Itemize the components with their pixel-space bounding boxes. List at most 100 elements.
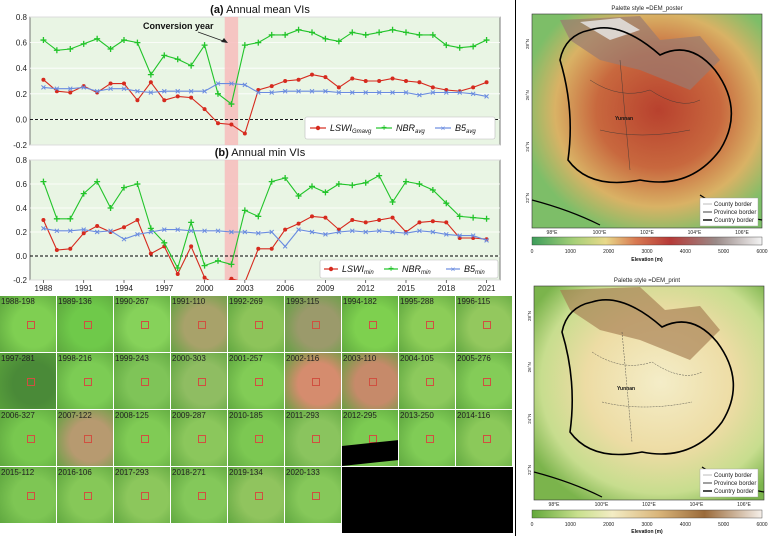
data-point-lswi [202,107,207,112]
colorbar-tick-label: 2000 [603,522,614,528]
image-tile-label: 2009-287 [172,411,206,420]
data-point-b5 [148,90,154,95]
data-point-nbr [322,189,329,196]
data-point-b5 [175,88,181,94]
ytick-label: 0.8 [16,13,28,22]
data-point-nbr [121,184,127,191]
image-tile: 1991-110 [171,296,227,352]
image-tile-label: 2008-125 [115,411,149,420]
map-xtick-label: 102°E [640,230,654,236]
map-poster-legend: County border Province border Country bo… [699,197,759,227]
data-point-b5 [148,229,154,235]
data-point-nbr [295,26,302,33]
image-tile: 2008-125 [114,410,170,466]
data-point-lswi [108,81,113,86]
series-line-nbr [43,29,487,105]
data-point-nbr [40,178,47,185]
image-tile-marker [141,492,149,500]
colorbar-tick-label: 4000 [680,522,691,528]
data-point-b5 [349,90,355,95]
map-xtick-label: 104°E [690,502,704,508]
map-poster-legend-county: County border [714,202,752,208]
data-point-lswi [122,81,126,86]
data-point-nbr [94,178,101,185]
data-point-b5 [430,90,436,95]
data-point-lswi [377,218,382,222]
image-tile-marker [27,321,35,329]
data-point-nbr [443,42,450,49]
colorbar-tick-label: 2000 [603,249,614,255]
image-tile: 1999-243 [114,353,170,409]
map-print-highland [560,287,720,360]
data-point-b5 [282,88,288,94]
data-point-b5 [135,232,140,237]
map-poster-yticks: 28°N 26°N 24°N 22°N [525,39,530,203]
data-point-nbr [483,215,490,222]
data-point-b5 [202,228,207,234]
data-point-lswi [256,246,261,251]
xtick-label: 1991 [75,284,93,293]
data-point-b5 [67,228,73,234]
chart-a-annotation: Conversion year [143,21,214,31]
xtick-label: 2000 [196,284,214,293]
image-tile: 1995-288 [399,296,455,352]
map-poster-title: Palette style =DEM_poster [611,6,682,12]
ytick-label: 0.8 [16,156,28,165]
xtick-label: 2006 [276,284,294,293]
data-point-nbr [201,262,208,269]
data-point-b5 [188,228,194,234]
data-point-lswi [269,246,274,251]
image-tile-label: 1992-269 [229,297,263,306]
image-tile-marker [141,321,149,329]
map-ytick-label: 26°N [525,90,530,100]
data-point-b5 [457,233,463,238]
map-print-place: Yunnan [617,386,635,392]
chart-b-xticks: 1988 1991 1994 1997 2000 2003 2006 2009 2012 2015… [35,280,496,293]
map-poster-legend-province: Province border [714,210,756,216]
legend-b-nbr-marker: + [388,264,394,275]
data-point-nbr [362,179,369,186]
data-point-lswi [68,246,73,251]
data-point-b5 [215,81,221,86]
map-xtick-label: 98°E [547,230,559,236]
data-point-lswi [444,220,449,225]
map-print-legend-country: Country border [714,489,754,495]
data-point-lswi [323,215,328,220]
data-point-b5 [67,86,73,92]
data-point-lswi [296,77,301,82]
data-point-lswi [189,95,194,100]
map-print-county-border [591,331,703,443]
data-point-nbr [322,35,329,42]
tile-grid-empty [342,467,513,533]
data-point-nbr [470,43,477,50]
data-point-b5 [41,85,46,90]
data-point-b5 [296,227,301,232]
image-tile-marker [312,321,320,329]
data-point-b5 [323,232,328,237]
data-point-lswi [430,219,435,224]
image-tile-marker [255,435,263,443]
data-point-nbr [80,190,87,197]
ytick-label: 0.0 [16,115,28,124]
data-point-lswi [175,94,180,99]
ytick-label: 0.0 [16,252,28,261]
image-tile-label: 2001-257 [229,354,263,363]
map-print-legend-county: County border [714,473,752,479]
data-point-lswi [484,80,489,85]
ytick-label: 0.4 [16,64,28,73]
data-point-b5 [175,227,181,232]
chart-a-legend: LSWIGmavg + NBRavg × B5avg [304,116,496,140]
xtick-label: 2018 [437,284,455,293]
data-point-b5 [390,90,395,95]
image-tile-marker [426,378,434,386]
data-point-nbr [174,265,181,271]
image-tile-marker [255,492,263,500]
legend-b-lswi-label: LSWImin [342,264,374,276]
map-xtick-label: 100°E [595,502,609,508]
image-tile: 2005-276 [456,353,512,409]
image-tile-marker [198,378,206,386]
data-point-nbr [215,90,221,97]
data-point-b5 [269,229,275,235]
chart-a: -0.20.00.20.40.60.8 (a) Annual mean VIs … [13,4,501,150]
image-tile-marker [84,321,92,329]
